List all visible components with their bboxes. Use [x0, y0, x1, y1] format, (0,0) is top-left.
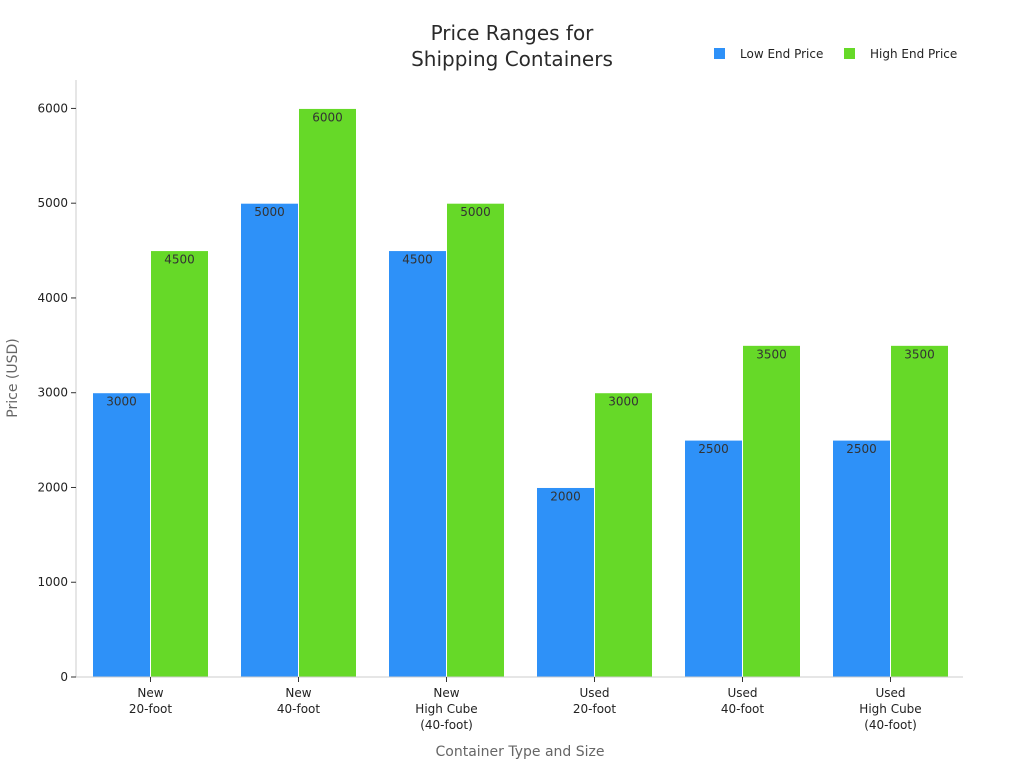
bar-value-label: 2500 — [846, 442, 877, 456]
legend-swatch — [714, 48, 725, 59]
bar-value-label: 3000 — [106, 395, 137, 409]
legend-label: High End Price — [870, 47, 957, 61]
y-tick-label: 5000 — [37, 196, 68, 210]
legend-label: Low End Price — [740, 47, 823, 61]
bar-value-label: 3500 — [756, 347, 787, 361]
x-tick-label: 40-foot — [721, 702, 765, 716]
y-axis-title: Price (USD) — [5, 338, 21, 417]
bar-value-label: 3000 — [608, 395, 639, 409]
y-axis: 0 1000 2000 3000 4000 5000 6000 — [37, 80, 77, 684]
x-tick-label: New — [285, 686, 311, 700]
legend: Low End Price High End Price — [714, 47, 957, 61]
x-tick-label: New — [137, 686, 163, 700]
bar — [446, 202, 505, 678]
bar-value-label: 2000 — [550, 489, 581, 503]
x-tick-label: 20-foot — [573, 702, 617, 716]
bar — [742, 344, 801, 678]
x-tick-label: Used — [727, 686, 757, 700]
bar — [388, 250, 447, 678]
bar-value-label: 5000 — [254, 205, 285, 219]
y-tick-label: 6000 — [37, 101, 68, 115]
bar — [684, 439, 743, 678]
y-tick-label: 4000 — [37, 291, 68, 305]
bar — [298, 107, 357, 678]
y-tick-label: 2000 — [37, 480, 68, 494]
chart-title-line: Shipping Containers — [411, 47, 613, 71]
x-tick-label: 40-foot — [277, 702, 321, 716]
legend-swatch — [844, 48, 855, 59]
bar-value-label: 6000 — [312, 110, 343, 124]
x-tick-label: High Cube — [859, 702, 921, 716]
bar — [150, 250, 209, 678]
bar — [92, 392, 151, 678]
y-tick-label: 3000 — [37, 386, 68, 400]
x-tick-label: Used — [579, 686, 609, 700]
y-tick-label: 1000 — [37, 575, 68, 589]
x-axis: New 20-foot New 40-foot New High Cube (40-foot… — [76, 676, 963, 732]
bar-value-label: 4500 — [402, 253, 433, 267]
x-tick-label: (40-foot) — [864, 718, 917, 732]
x-tick-label: 20-foot — [129, 702, 173, 716]
bar-value-label: 4500 — [164, 253, 195, 267]
bar — [536, 486, 595, 678]
bar — [240, 202, 299, 678]
x-axis-title: Container Type and Size — [436, 744, 605, 760]
y-tick-label: 0 — [60, 670, 68, 684]
bar-value-label: 2500 — [698, 442, 729, 456]
bar-value-label: 3500 — [904, 347, 935, 361]
bar — [890, 344, 949, 678]
x-tick-label: Used — [875, 686, 905, 700]
chart-title-line: Price Ranges for — [431, 21, 595, 45]
x-tick-label: New — [433, 686, 459, 700]
x-tick-label: (40-foot) — [420, 718, 473, 732]
bar — [594, 392, 653, 678]
bar — [832, 439, 891, 678]
bar-value-label: 5000 — [460, 205, 491, 219]
x-tick-label: High Cube — [415, 702, 477, 716]
bars: 3000 4500 5000 6000 4500 5000 2000 3000 2500 3500… — [92, 107, 949, 678]
